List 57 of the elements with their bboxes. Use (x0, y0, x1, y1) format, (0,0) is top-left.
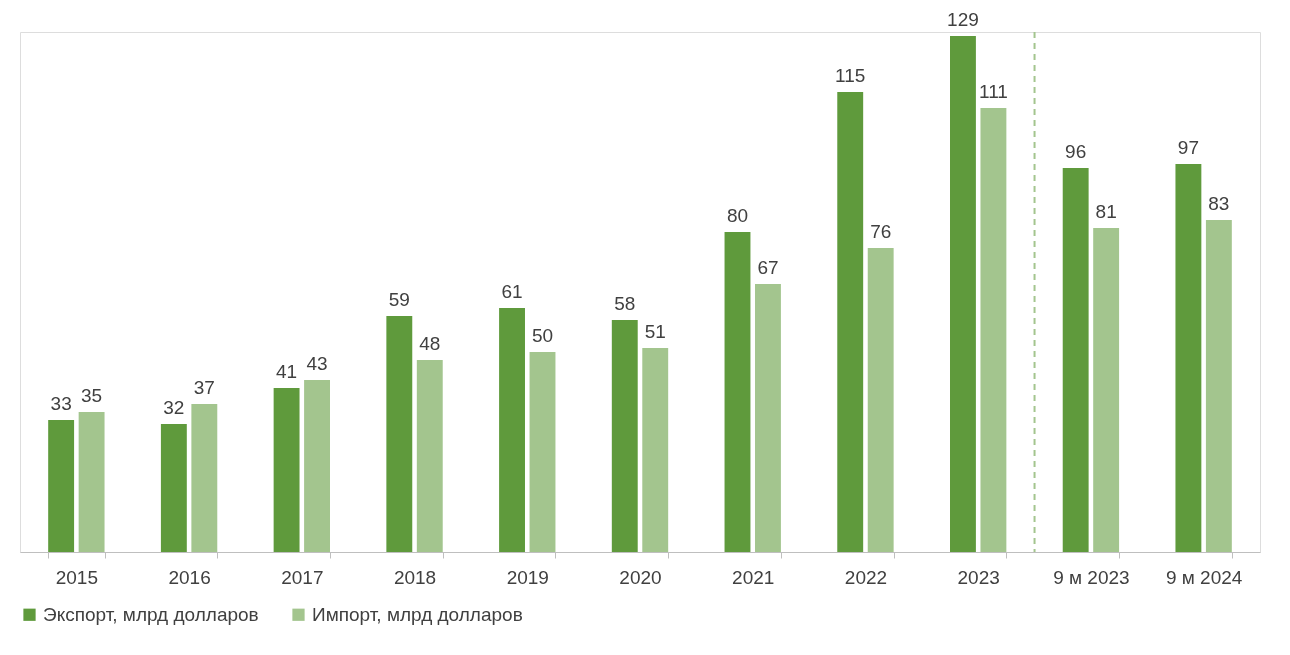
x-tick-label: 2019 (506, 566, 549, 588)
bar (755, 284, 781, 552)
data-label: 48 (419, 333, 441, 354)
data-label: 32 (163, 397, 185, 418)
data-label: 129 (947, 9, 979, 30)
data-label: 51 (644, 321, 666, 342)
x-tick-label: 2018 (393, 566, 437, 588)
data-label: 59 (388, 289, 410, 310)
data-label: 41 (276, 361, 298, 382)
bar (611, 320, 638, 552)
bar (191, 404, 218, 552)
bar (386, 316, 413, 552)
data-label: 61 (501, 281, 523, 302)
data-label: 37 (193, 377, 215, 398)
data-label: 111 (978, 81, 1008, 102)
bar (980, 108, 1007, 552)
data-label: 80 (726, 205, 749, 226)
data-label: 67 (757, 257, 779, 278)
data-label: 83 (1208, 193, 1230, 214)
x-tick-label: 2017 (281, 566, 324, 588)
data-label: 96 (1065, 141, 1087, 162)
x-tick-label: 2020 (619, 566, 662, 588)
x-tick-label: 9 м 2023 (1053, 566, 1130, 588)
bar (950, 36, 976, 552)
bar (867, 248, 894, 552)
data-label: 81 (1095, 201, 1117, 222)
bar (78, 412, 105, 552)
legend-label: Экспорт, млрд долларов (43, 603, 259, 625)
x-tick-label: 2022 (844, 566, 888, 588)
x-tick-label: 9 м 2024 (1165, 566, 1243, 588)
bar (416, 360, 443, 552)
bar (1205, 220, 1232, 552)
data-label: 97 (1177, 137, 1199, 158)
bar (304, 380, 330, 552)
data-label: 50 (531, 325, 554, 346)
bar (48, 420, 75, 552)
bar (160, 424, 187, 552)
data-label: 58 (614, 293, 636, 314)
bar (1175, 164, 1202, 552)
data-label: 33 (50, 393, 72, 414)
bar (837, 92, 864, 552)
bar (529, 352, 556, 552)
bar (499, 308, 525, 552)
x-tick-label: 2016 (168, 566, 211, 588)
bar (724, 232, 751, 552)
data-label: 76 (870, 221, 892, 242)
x-tick-label: 2021 (732, 566, 775, 588)
x-tick-label: 2023 (957, 566, 1000, 588)
bar (1093, 228, 1120, 552)
data-label: 43 (306, 353, 328, 374)
bar (273, 388, 300, 552)
data-label: 35 (81, 385, 103, 406)
x-tick-label: 2015 (55, 566, 98, 588)
data-label: 115 (835, 65, 866, 86)
bar (1062, 168, 1089, 552)
legend-label: Импорт, млрд долларов (312, 603, 523, 625)
bar (642, 348, 669, 552)
